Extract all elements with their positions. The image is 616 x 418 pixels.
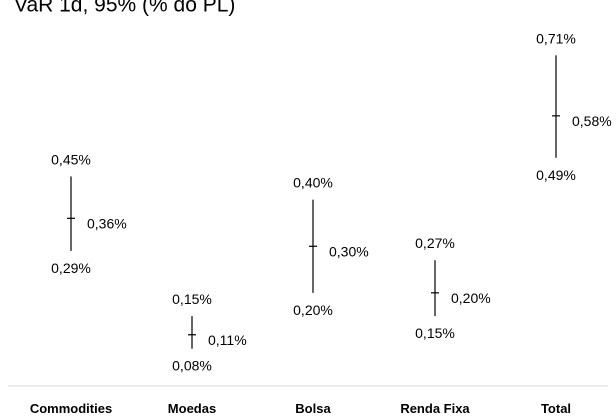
- low-label-moedas: 0,08%: [172, 358, 212, 374]
- low-label-total: 0,49%: [536, 167, 576, 183]
- mid-label-commodities: 0,36%: [87, 215, 127, 231]
- category-label-commodities: Commodities: [30, 401, 112, 416]
- low-label-bolsa: 0,20%: [293, 302, 333, 318]
- high-label-commodities: 0,45%: [51, 151, 91, 167]
- high-label-bolsa: 0,40%: [293, 175, 333, 191]
- high-label-renda-fixa: 0,27%: [415, 235, 455, 251]
- mid-label-bolsa: 0,30%: [329, 243, 369, 259]
- category-label-bolsa: Bolsa: [295, 401, 331, 416]
- low-label-commodities: 0,29%: [51, 260, 91, 276]
- low-label-renda-fixa: 0,15%: [415, 325, 455, 341]
- chart-title: VaR 1d, 95% (% do PL): [14, 0, 235, 17]
- high-label-moedas: 0,15%: [172, 291, 212, 307]
- category-label-renda-fixa: Renda Fixa: [400, 401, 470, 416]
- category-label-moedas: Moedas: [168, 401, 216, 416]
- mid-label-moedas: 0,11%: [208, 332, 247, 348]
- category-label-total: Total: [541, 401, 571, 416]
- mid-label-total: 0,58%: [572, 113, 612, 129]
- mid-label-renda-fixa: 0,20%: [451, 290, 491, 306]
- high-label-total: 0,71%: [536, 30, 576, 46]
